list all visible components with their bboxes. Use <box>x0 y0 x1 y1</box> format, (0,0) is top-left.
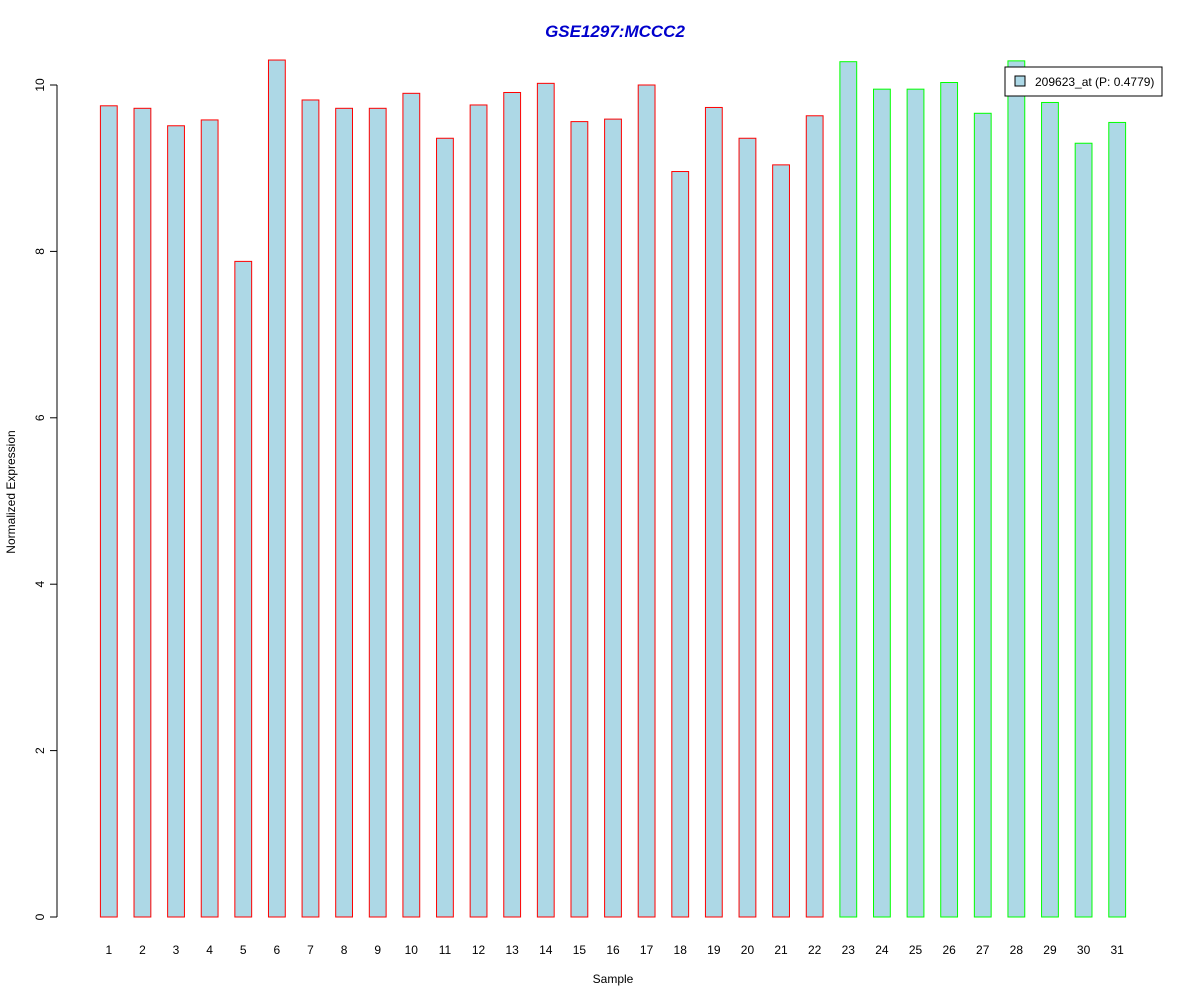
y-tick-label: 0 <box>33 913 47 920</box>
bar-sample-13 <box>503 91 522 918</box>
bar-sample-16 <box>604 118 622 918</box>
x-tick-label: 23 <box>842 943 856 957</box>
x-tick-label: 15 <box>573 943 587 957</box>
bars <box>99 59 1127 918</box>
bar-sample-3 <box>167 125 185 918</box>
x-tick-label: 17 <box>640 943 654 957</box>
bar-sample-30 <box>1074 142 1093 918</box>
x-tick-label: 9 <box>374 943 381 957</box>
bar-sample-7 <box>301 99 320 918</box>
bar-sample-2 <box>133 107 152 918</box>
bar-sample-24 <box>873 88 891 918</box>
bar-sample-1 <box>99 105 118 918</box>
bar-sample-6 <box>267 59 286 918</box>
bar-sample-4 <box>200 119 219 918</box>
x-tick-label: 29 <box>1043 943 1057 957</box>
bar-sample-25 <box>906 88 925 918</box>
bar-sample-23 <box>839 61 858 918</box>
chart-title: GSE1297:MCCC2 <box>545 22 685 41</box>
bar-sample-19 <box>704 106 723 918</box>
x-tick-label: 11 <box>439 943 452 957</box>
x-tick-label: 8 <box>341 943 348 957</box>
x-tick-label: 3 <box>173 943 180 957</box>
x-tick-label: 4 <box>206 943 213 957</box>
y-tick-label: 2 <box>33 747 47 754</box>
x-tick-label: 18 <box>674 943 688 957</box>
x-tick-label: 20 <box>741 943 755 957</box>
bar-sample-31 <box>1108 121 1127 918</box>
x-tick-label: 30 <box>1077 943 1091 957</box>
x-tick-label: 10 <box>405 943 419 957</box>
x-tick-label: 21 <box>774 943 788 957</box>
bar-sample-21 <box>772 164 790 918</box>
x-tick-label: 27 <box>976 943 990 957</box>
x-tick-label: 7 <box>307 943 314 957</box>
x-tick-labels: 1 2 3 4 5 6 7 8 9 10 11 12 13 14 15 16 17 18 19 20 21 22 23 24 2… <box>105 943 1124 957</box>
bar-sample-28 <box>1007 60 1026 918</box>
x-tick-label: 13 <box>505 943 519 957</box>
bar-sample-15 <box>570 121 589 918</box>
x-tick-label: 22 <box>808 943 822 957</box>
bar-sample-29 <box>1041 101 1059 918</box>
x-tick-label: 26 <box>942 943 956 957</box>
x-tick-label: 19 <box>707 943 721 957</box>
x-tick-label: 6 <box>274 943 281 957</box>
y-axis-title: Normalized Expression <box>4 430 18 553</box>
bar-sample-26 <box>940 82 959 918</box>
bar-sample-20 <box>738 137 757 918</box>
legend-swatch <box>1014 75 1026 87</box>
bar-sample-8 <box>335 107 354 918</box>
bar-sample-14 <box>536 82 555 918</box>
bar-sample-10 <box>402 92 421 918</box>
x-tick-label: 31 <box>1111 943 1125 957</box>
x-tick-label: 28 <box>1010 943 1024 957</box>
x-tick-label: 24 <box>875 943 889 957</box>
legend-box <box>1004 66 1163 97</box>
y-tick-label: 8 <box>33 248 47 255</box>
x-axis-title: Sample <box>593 972 634 986</box>
x-tick-label: 2 <box>139 943 146 957</box>
bar-sample-12 <box>469 104 488 918</box>
bar-sample-11 <box>436 137 454 918</box>
bar-sample-5 <box>234 260 253 918</box>
bar-sample-17 <box>637 84 656 918</box>
y-tick-label: 10 <box>33 78 47 92</box>
y-tick-label: 6 <box>33 414 47 421</box>
y-tick-label: 4 <box>33 581 47 588</box>
x-tick-label: 16 <box>606 943 620 957</box>
x-tick-label: 12 <box>472 943 486 957</box>
legend-label: 209623_at (P: 0.4779) <box>1035 75 1154 89</box>
x-tick-label: 25 <box>909 943 923 957</box>
x-tick-label: 14 <box>539 943 553 957</box>
bar-sample-22 <box>805 115 824 918</box>
y-axis: 0 2 4 6 8 10 <box>33 78 58 920</box>
legend: 209623_at (P: 0.4779) <box>1004 66 1163 97</box>
bar-sample-27 <box>973 112 992 918</box>
bar-sample-18 <box>671 171 690 918</box>
bar-sample-9 <box>368 107 387 918</box>
x-tick-label: 5 <box>240 943 247 957</box>
x-tick-label: 1 <box>105 943 112 957</box>
